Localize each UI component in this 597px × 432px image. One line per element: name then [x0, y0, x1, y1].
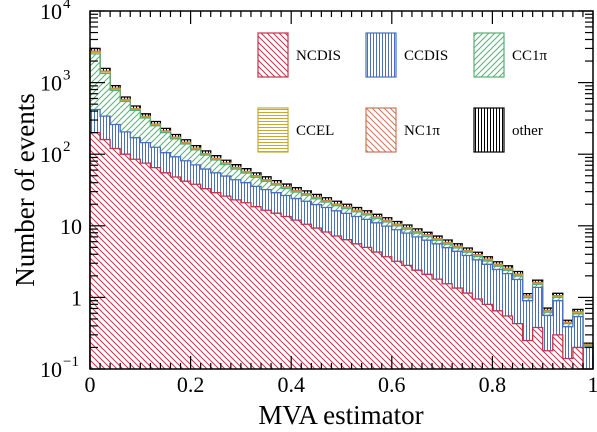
axis-ticks	[89, 10, 594, 370]
bar	[552, 334, 563, 369]
legend-swatch	[365, 32, 397, 78]
series-ncdis-bars	[89, 131, 593, 370]
bar	[512, 323, 523, 369]
y-tick-label: 10	[40, 0, 62, 24]
bar	[442, 283, 453, 369]
bar	[160, 172, 171, 369]
series-outline	[89, 53, 594, 369]
bar	[90, 132, 101, 369]
legend-swatch	[473, 107, 505, 153]
bar	[100, 139, 111, 369]
y-tick-exponent: 2	[63, 139, 71, 155]
bar	[261, 210, 272, 369]
bar	[522, 340, 533, 369]
bar	[572, 347, 583, 369]
y-tick-label: 10	[40, 357, 62, 382]
bar	[250, 206, 262, 369]
series-outline	[89, 108, 594, 369]
legend-item: CCEL	[257, 107, 334, 153]
y-tick-exponent: 4	[63, 0, 71, 12]
legend-swatch	[257, 32, 289, 78]
legend-item: CCDIS	[365, 32, 448, 78]
bar	[381, 256, 392, 369]
bar	[391, 261, 402, 369]
legend-item: CC1π	[473, 32, 548, 78]
y-tick-label: 10	[60, 214, 82, 239]
bar	[562, 358, 573, 369]
bar	[210, 192, 221, 369]
bar	[170, 177, 181, 369]
bar	[120, 154, 131, 369]
bar	[532, 327, 543, 369]
x-axis-title: MVA estimator	[258, 400, 423, 430]
legend-label: NCDIS	[296, 48, 341, 64]
bar	[190, 184, 201, 369]
legend-item: NCDIS	[257, 32, 341, 78]
bar	[542, 350, 553, 369]
bar	[542, 315, 553, 369]
legend-item: NC1π	[365, 107, 440, 153]
x-tick-label: 0.2	[177, 372, 205, 397]
bar	[150, 167, 161, 369]
bar	[291, 220, 302, 369]
y-tick-label: 1	[71, 285, 82, 310]
bar	[140, 163, 151, 369]
bar	[411, 270, 422, 369]
x-tick-label: 0.4	[277, 372, 305, 397]
histogram-bars	[89, 47, 594, 370]
bar	[401, 265, 412, 369]
bar	[110, 148, 121, 369]
x-tick-label: 0.8	[479, 372, 507, 397]
legend-swatch	[473, 32, 505, 78]
bar	[301, 224, 312, 369]
bar	[482, 304, 493, 369]
bar	[472, 298, 483, 369]
bar	[130, 159, 141, 369]
bar	[502, 315, 513, 369]
series-outline	[89, 131, 593, 370]
legend-label: CC1π	[512, 48, 548, 64]
bar	[351, 243, 362, 369]
legend-swatch	[257, 107, 289, 153]
legend-label: CCEL	[296, 123, 334, 139]
legend-item: other	[473, 107, 543, 153]
bar	[432, 279, 443, 369]
legend-swatch	[365, 107, 397, 153]
x-tick-label: 0	[85, 372, 96, 397]
bar	[562, 326, 573, 369]
bar	[572, 316, 583, 369]
x-tick-label: 1	[588, 372, 597, 397]
legend-label: NC1π	[404, 123, 440, 139]
bar	[271, 213, 282, 369]
bar	[522, 300, 533, 369]
bar	[492, 310, 503, 369]
y-axis-title: Number of events	[10, 93, 40, 286]
bar	[240, 202, 251, 369]
legend-label: other	[512, 123, 543, 139]
y-tick-exponent: 3	[63, 68, 71, 84]
bar	[321, 231, 332, 369]
bar	[341, 239, 352, 369]
bar	[421, 274, 433, 369]
bar	[361, 247, 372, 369]
y-tick-label: 10	[40, 142, 62, 167]
y-tick-exponent: −1	[63, 354, 79, 370]
bar	[200, 188, 211, 369]
bar	[462, 293, 473, 369]
y-tick-label: 10	[40, 71, 62, 96]
bar	[452, 288, 463, 369]
bar	[582, 347, 593, 369]
bar	[220, 196, 231, 369]
bar	[371, 252, 382, 369]
bar	[281, 216, 292, 369]
legend-label: CCDIS	[404, 48, 448, 64]
x-tick-label: 0.6	[378, 372, 406, 397]
bar	[331, 236, 342, 369]
bar	[230, 199, 241, 369]
legend: NCDIS CCDIS CC1π CCEL NC1π other	[257, 32, 548, 153]
bar	[311, 228, 322, 369]
bar	[180, 181, 191, 369]
